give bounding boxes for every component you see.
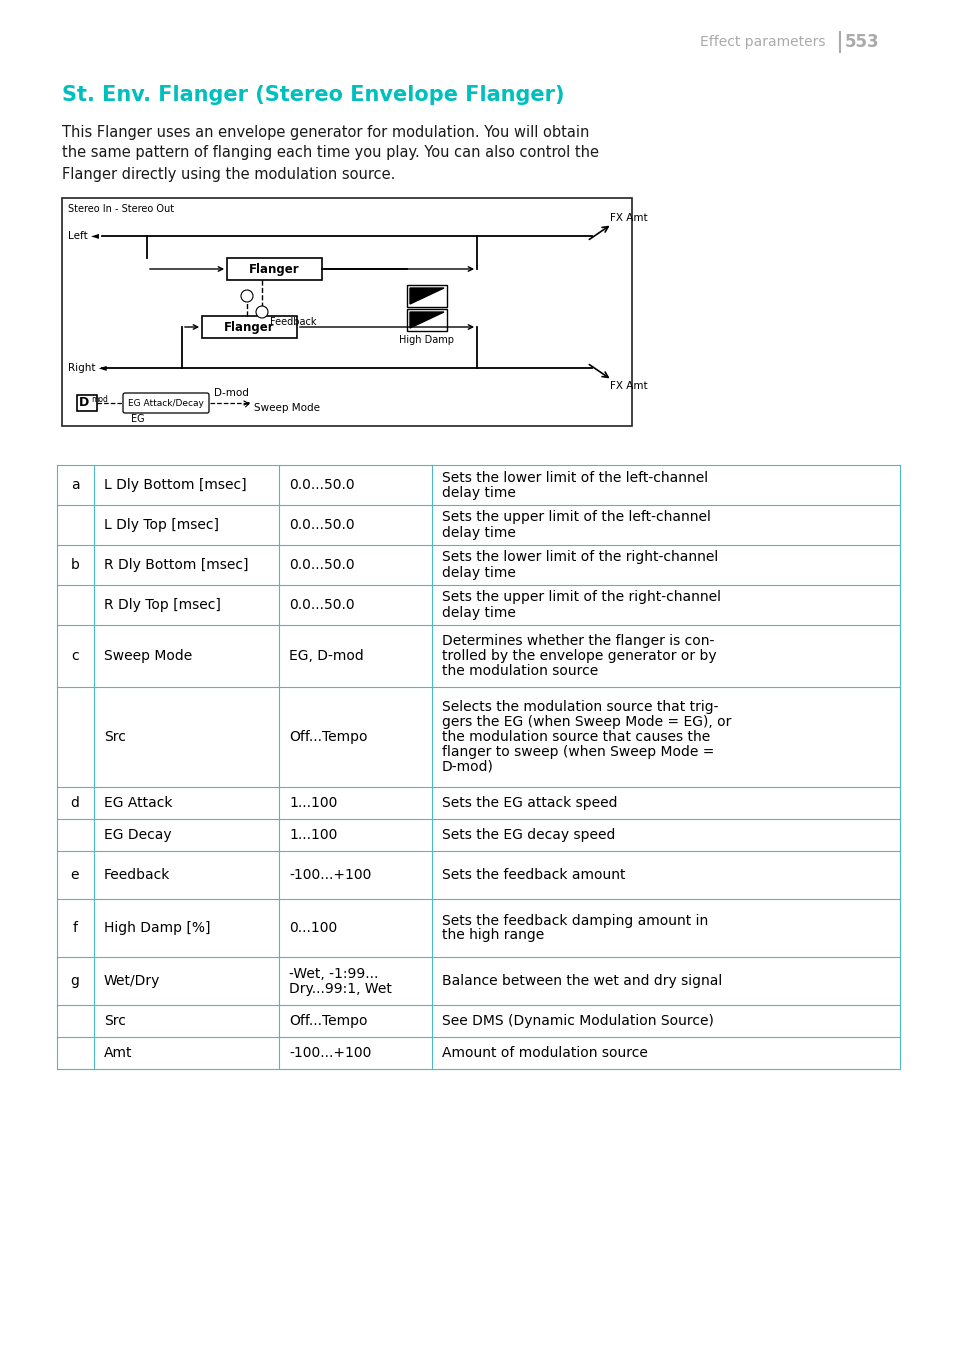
Text: R Dly Top [msec]: R Dly Top [msec] xyxy=(104,598,221,612)
Text: EG Attack: EG Attack xyxy=(104,796,172,810)
Text: e: e xyxy=(71,868,79,881)
Text: Right ◄: Right ◄ xyxy=(68,363,107,372)
Text: Flanger: Flanger xyxy=(224,321,274,333)
Text: 1...100: 1...100 xyxy=(289,796,337,810)
Text: L Dly Bottom [msec]: L Dly Bottom [msec] xyxy=(104,478,247,492)
Circle shape xyxy=(255,306,268,318)
Text: Src: Src xyxy=(104,730,126,743)
Text: 0.0...50.0: 0.0...50.0 xyxy=(289,558,355,571)
Bar xyxy=(407,309,447,330)
Text: delay time: delay time xyxy=(441,605,516,620)
Text: -100...+100: -100...+100 xyxy=(289,1047,371,1060)
Text: gers the EG (when Sweep Mode = EG), or: gers the EG (when Sweep Mode = EG), or xyxy=(441,715,731,728)
Text: Selects the modulation source that trig-: Selects the modulation source that trig- xyxy=(441,700,718,714)
Text: Flanger directly using the modulation source.: Flanger directly using the modulation so… xyxy=(62,167,395,181)
Bar xyxy=(202,315,296,338)
Text: Stereo In - Stereo Out: Stereo In - Stereo Out xyxy=(68,204,174,214)
Text: 0.0...50.0: 0.0...50.0 xyxy=(289,519,355,532)
Text: the high range: the high range xyxy=(441,929,543,942)
Text: FX Amt: FX Amt xyxy=(609,213,647,223)
Text: -Wet, -1:99...: -Wet, -1:99... xyxy=(289,967,378,980)
Text: mod: mod xyxy=(91,394,108,403)
Text: St. Env. Flanger (Stereo Envelope Flanger): St. Env. Flanger (Stereo Envelope Flange… xyxy=(62,85,564,106)
Text: Sweep Mode: Sweep Mode xyxy=(104,649,193,663)
Text: the same pattern of flanging each time you play. You can also control the: the same pattern of flanging each time y… xyxy=(62,145,598,161)
Text: Sweep Mode: Sweep Mode xyxy=(253,403,319,413)
Text: Sets the feedback amount: Sets the feedback amount xyxy=(441,868,625,881)
Text: EG Attack/Decay: EG Attack/Decay xyxy=(128,398,204,408)
Text: Off...Tempo: Off...Tempo xyxy=(289,730,367,743)
Text: Amt: Amt xyxy=(104,1047,132,1060)
Text: delay time: delay time xyxy=(441,566,516,580)
Text: Sets the lower limit of the right-channel: Sets the lower limit of the right-channe… xyxy=(441,551,718,565)
Text: See DMS (Dynamic Modulation Source): See DMS (Dynamic Modulation Source) xyxy=(441,1014,713,1028)
Text: g: g xyxy=(71,974,79,988)
Bar xyxy=(227,259,322,280)
Text: Sets the upper limit of the left-channel: Sets the upper limit of the left-channel xyxy=(441,510,710,524)
Text: L Dly Top [msec]: L Dly Top [msec] xyxy=(104,519,219,532)
Text: R Dly Bottom [msec]: R Dly Bottom [msec] xyxy=(104,558,248,571)
Text: Off...Tempo: Off...Tempo xyxy=(289,1014,367,1028)
Text: 0.0...50.0: 0.0...50.0 xyxy=(289,478,355,492)
Text: 0...100: 0...100 xyxy=(289,921,337,936)
Text: Determines whether the flanger is con-: Determines whether the flanger is con- xyxy=(441,634,714,649)
Polygon shape xyxy=(410,288,443,305)
Text: Sets the EG attack speed: Sets the EG attack speed xyxy=(441,796,617,810)
Text: Src: Src xyxy=(104,1014,126,1028)
FancyBboxPatch shape xyxy=(123,393,209,413)
Text: trolled by the envelope generator or by: trolled by the envelope generator or by xyxy=(441,649,716,663)
Text: Feedback: Feedback xyxy=(104,868,171,881)
Polygon shape xyxy=(410,311,443,328)
Bar xyxy=(77,395,97,412)
Text: Flanger: Flanger xyxy=(249,263,299,275)
Text: a: a xyxy=(71,478,79,492)
Text: High Damp: High Damp xyxy=(399,334,454,345)
Text: Sets the lower limit of the left-channel: Sets the lower limit of the left-channel xyxy=(441,470,707,485)
Text: Wet/Dry: Wet/Dry xyxy=(104,974,160,988)
Text: 1...100: 1...100 xyxy=(289,829,337,842)
Text: D-mod: D-mod xyxy=(213,389,249,398)
Text: EG, D-mod: EG, D-mod xyxy=(289,649,363,663)
Text: Balance between the wet and dry signal: Balance between the wet and dry signal xyxy=(441,974,721,988)
Circle shape xyxy=(241,290,253,302)
Text: Feedback: Feedback xyxy=(270,317,316,328)
Bar xyxy=(407,284,447,307)
Text: Amount of modulation source: Amount of modulation source xyxy=(441,1047,647,1060)
Text: 553: 553 xyxy=(844,32,879,51)
Text: D: D xyxy=(79,397,89,409)
Text: EG: EG xyxy=(131,414,145,424)
Text: d: d xyxy=(71,796,79,810)
Text: Sets the EG decay speed: Sets the EG decay speed xyxy=(441,829,615,842)
Text: Sets the feedback damping amount in: Sets the feedback damping amount in xyxy=(441,914,707,927)
Text: -100...+100: -100...+100 xyxy=(289,868,371,881)
Text: Sets the upper limit of the right-channel: Sets the upper limit of the right-channe… xyxy=(441,590,720,604)
Text: D-mod): D-mod) xyxy=(441,760,494,774)
Text: Effect parameters: Effect parameters xyxy=(700,35,824,49)
Text: FX Amt: FX Amt xyxy=(609,380,647,391)
Text: EG Decay: EG Decay xyxy=(104,829,172,842)
Text: delay time: delay time xyxy=(441,486,516,500)
Text: flanger to sweep (when Sweep Mode =: flanger to sweep (when Sweep Mode = xyxy=(441,745,714,760)
Text: f: f xyxy=(72,921,77,936)
Text: delay time: delay time xyxy=(441,525,516,539)
Text: the modulation source that causes the: the modulation source that causes the xyxy=(441,730,709,743)
Text: the modulation source: the modulation source xyxy=(441,663,598,678)
Text: Dry...99:1, Wet: Dry...99:1, Wet xyxy=(289,982,392,995)
Text: c: c xyxy=(71,649,79,663)
Text: 0.0...50.0: 0.0...50.0 xyxy=(289,598,355,612)
Text: High Damp [%]: High Damp [%] xyxy=(104,921,211,936)
Bar xyxy=(62,198,631,427)
Text: This Flanger uses an envelope generator for modulation. You will obtain: This Flanger uses an envelope generator … xyxy=(62,125,589,139)
Text: b: b xyxy=(71,558,79,571)
Text: Left ◄: Left ◄ xyxy=(68,232,99,241)
